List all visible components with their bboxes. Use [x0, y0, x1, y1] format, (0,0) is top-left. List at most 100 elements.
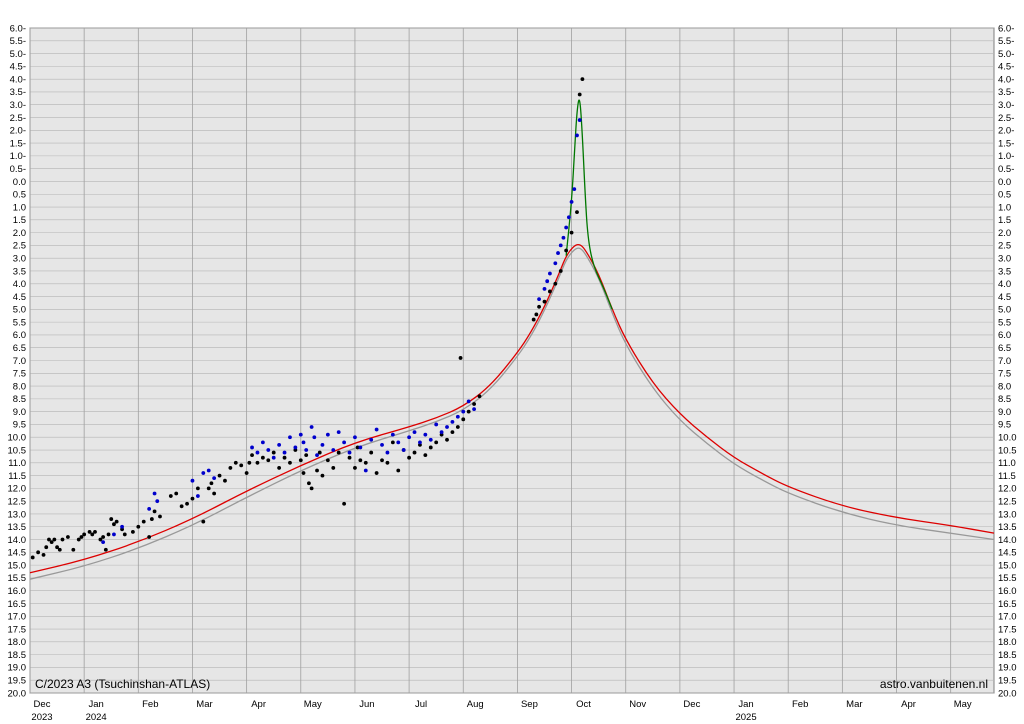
y-tick-label: 10.0 [8, 433, 27, 444]
blue-observation-point [353, 435, 357, 440]
black-observation-point [82, 532, 87, 537]
blue-observation-point [282, 450, 287, 455]
black-observation-point [217, 473, 222, 478]
y-tick-label: 3.0- [998, 100, 1014, 111]
blue-observation-point [466, 399, 471, 404]
blue-observation-point [342, 440, 347, 445]
blue-observation-point [396, 440, 401, 445]
black-observation-point [353, 466, 357, 470]
blue-observation-point [120, 524, 124, 529]
blue-observation-point [312, 435, 317, 440]
black-observation-point [71, 547, 76, 552]
y-tick-label: 5.5 [13, 317, 26, 328]
chart-title: C/2023 A3 (Tsuchinshan-ATLAS) [35, 677, 210, 691]
y-tick-label: 4.5 [998, 292, 1011, 303]
blue-observation-point [271, 455, 276, 460]
y-tick-label: 1.0- [998, 151, 1014, 162]
y-tick-label: 4.0 [13, 279, 26, 290]
y-tick-label: 4.5- [998, 62, 1014, 73]
black-observation-point [195, 486, 200, 491]
y-tick-label: 10.5 [8, 445, 27, 456]
black-observation-point [103, 547, 108, 552]
y-tick-label: 14.5 [8, 548, 27, 559]
y-tick-label: 9.0 [13, 407, 26, 418]
black-observation-point [76, 537, 81, 542]
black-observation-point [209, 481, 214, 486]
y-tick-label: 11.0 [8, 458, 26, 469]
y-tick-label: 9.0 [998, 407, 1011, 418]
chart-credit: astro.vanbuitenen.nl [880, 677, 988, 691]
blue-observation-point [277, 443, 282, 447]
black-observation-point [49, 540, 54, 544]
y-tick-label: 19.5 [998, 676, 1017, 687]
y-tick-label: 13.5 [8, 522, 27, 533]
y-tick-label: 17.5 [998, 624, 1017, 635]
y-tick-label: 3.5 [998, 266, 1011, 277]
y-tick-label: 7.0 [13, 356, 26, 367]
y-tick-label: 1.5- [998, 138, 1014, 149]
black-observation-point [342, 501, 347, 506]
blue-observation-point [195, 494, 200, 498]
black-observation-point [136, 524, 141, 529]
black-observation-point [298, 458, 303, 463]
y-tick-label: 19.5 [8, 676, 27, 687]
y-tick-label: 0.0 [13, 177, 26, 188]
y-tick-label: 15.5 [998, 573, 1017, 584]
y-tick-label: 3.0 [998, 253, 1011, 264]
blue-observation-point [315, 453, 319, 458]
y-tick-label: 12.0 [8, 484, 27, 495]
x-tick-label: Dec [34, 699, 51, 710]
y-tick-label: 19.0 [8, 663, 27, 674]
y-tick-label: 5.5- [10, 36, 26, 47]
blue-observation-point [542, 286, 547, 291]
x-tick-label: Jul [415, 699, 427, 710]
blue-observation-point [301, 440, 306, 445]
y-tick-label: 4.0- [998, 74, 1014, 85]
blue-observation-point [298, 432, 303, 437]
y-tick-label: 7.0 [998, 356, 1011, 367]
y-tick-label: 4.0 [998, 279, 1011, 290]
x-tick-year: 2025 [735, 712, 756, 723]
blue-observation-point [545, 279, 550, 284]
blue-observation-point [212, 476, 217, 481]
blue-observation-point [358, 445, 363, 450]
black-observation-point [30, 555, 35, 560]
black-observation-point [412, 450, 417, 455]
blue-observation-point [347, 450, 352, 455]
blue-observation-point [412, 430, 417, 435]
y-tick-label: 10.5 [998, 445, 1017, 456]
blue-observation-point [575, 133, 579, 138]
blue-observation-point [561, 235, 566, 240]
blue-observation-point [401, 448, 406, 452]
y-tick-label: 2.0 [13, 228, 26, 239]
y-tick-label: 5.0- [998, 49, 1014, 60]
black-observation-point [369, 450, 374, 455]
y-tick-label: 1.5- [10, 138, 26, 149]
y-tick-label: 4.5- [10, 62, 26, 73]
forward-scatter-curve [565, 99, 613, 310]
blue-observation-point [336, 430, 341, 435]
y-tick-label: 3.0- [10, 100, 26, 111]
y-tick-label: 14.5 [998, 548, 1017, 559]
black-observation-point [149, 517, 154, 521]
x-tick-label: Jun [359, 699, 374, 710]
y-tick-label: 18.0 [998, 637, 1017, 648]
blue-observation-point [255, 450, 260, 455]
black-observation-point [233, 460, 238, 465]
x-tick-label: May [304, 699, 322, 710]
black-observation-point [87, 529, 92, 534]
black-observation-point [466, 409, 471, 414]
y-tick-label: 1.5 [13, 215, 26, 226]
y-tick-label: 13.0 [998, 509, 1017, 520]
x-tick-label: Apr [901, 699, 916, 710]
blue-observation-point [445, 425, 449, 429]
y-tick-label: 15.5 [8, 573, 27, 584]
y-tick-label: 11.5 [8, 471, 26, 482]
black-observation-point [260, 455, 265, 460]
blue-observation-point [450, 419, 455, 424]
x-tick-label: Aug [467, 699, 484, 710]
y-tick-label: 14.0 [8, 535, 27, 546]
y-tick-label: 7.5 [998, 369, 1011, 380]
black-observation-point [60, 537, 65, 542]
y-tick-label: 17.5 [8, 624, 27, 635]
